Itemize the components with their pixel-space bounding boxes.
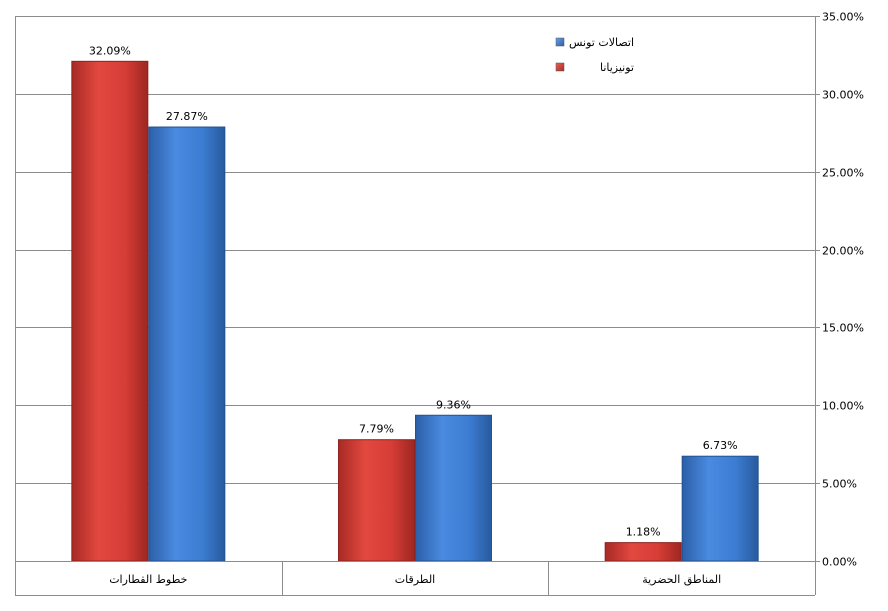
legend-swatch	[555, 37, 565, 47]
y-tick-label: 20.00%	[822, 245, 864, 258]
data-label: 27.87%	[166, 110, 208, 123]
bar	[604, 542, 682, 562]
y-tick-label: 0.00%	[822, 556, 857, 569]
axes	[15, 16, 816, 596]
y-tick-label: 5.00%	[822, 478, 857, 491]
category-label: المناطق الحضرية	[642, 573, 721, 587]
category-label: الطرقات	[395, 573, 435, 586]
category-label: خطوط القطارات	[109, 573, 187, 586]
legend-label: اتصالات تونس	[569, 36, 634, 49]
y-tick-label: 15.00%	[822, 322, 864, 335]
y-axis-ticks: 0.00% 5.00% 10.00% 15.00% 20.00% 25.00% 30.00%…	[815, 11, 864, 569]
bar	[148, 126, 226, 562]
y-tick-label: 35.00%	[822, 11, 864, 24]
data-label: 1.18%	[626, 526, 661, 539]
bar	[415, 414, 492, 562]
data-label: 32.09%	[89, 44, 131, 57]
legend: اتصالات تونس تونيزيانا	[555, 36, 634, 74]
y-tick-label: 10.00%	[822, 400, 864, 413]
legend-swatch	[555, 62, 565, 72]
bar	[71, 60, 149, 562]
bar	[338, 439, 415, 562]
y-tick-label: 25.00%	[822, 167, 864, 180]
bars: 32.09% 27.87% 7.79% 9.36% 1.18% 6.73%	[71, 44, 759, 562]
x-axis-categories: خطوط القطارات الطرقات المناطق الحضرية	[109, 573, 721, 587]
data-label: 7.79%	[359, 423, 394, 436]
bar	[681, 455, 759, 562]
data-label: 6.73%	[703, 439, 738, 452]
y-tick-label: 30.00%	[822, 89, 864, 102]
legend-label: تونيزيانا	[600, 61, 634, 74]
data-label: 9.36%	[436, 398, 471, 411]
